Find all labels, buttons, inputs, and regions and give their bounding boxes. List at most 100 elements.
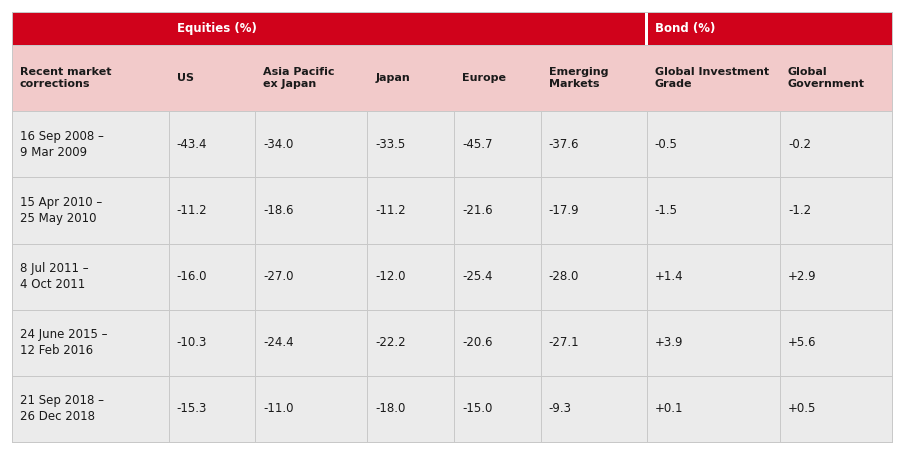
Text: -37.6: -37.6 bbox=[548, 138, 579, 151]
Text: -11.2: -11.2 bbox=[375, 204, 405, 217]
Text: Bond (%): Bond (%) bbox=[654, 22, 714, 35]
Bar bbox=[453, 310, 540, 376]
Text: +2.9: +2.9 bbox=[787, 270, 815, 283]
Bar bbox=[255, 178, 367, 243]
Text: +3.9: +3.9 bbox=[654, 336, 683, 349]
Text: -34.0: -34.0 bbox=[263, 138, 293, 151]
Bar bbox=[168, 243, 255, 310]
Text: -15.3: -15.3 bbox=[176, 402, 207, 415]
Bar bbox=[255, 243, 367, 310]
Text: 16 Sep 2008 –
9 Mar 2009: 16 Sep 2008 – 9 Mar 2009 bbox=[20, 130, 104, 159]
Text: -11.2: -11.2 bbox=[176, 204, 207, 217]
Text: -21.6: -21.6 bbox=[461, 204, 492, 217]
Text: -28.0: -28.0 bbox=[548, 270, 579, 283]
Bar bbox=[12, 376, 168, 442]
Bar bbox=[453, 376, 540, 442]
Bar bbox=[540, 376, 646, 442]
Bar bbox=[453, 45, 540, 111]
Text: -20.6: -20.6 bbox=[461, 336, 492, 349]
Text: +5.6: +5.6 bbox=[787, 336, 815, 349]
Text: -16.0: -16.0 bbox=[176, 270, 207, 283]
Bar bbox=[540, 111, 646, 178]
Bar bbox=[168, 45, 255, 111]
Text: -11.0: -11.0 bbox=[263, 402, 293, 415]
Bar bbox=[540, 310, 646, 376]
Bar bbox=[646, 111, 779, 178]
Bar bbox=[646, 12, 891, 45]
Text: Global Investment
Grade: Global Investment Grade bbox=[654, 67, 768, 89]
Bar bbox=[12, 178, 168, 243]
Text: +0.5: +0.5 bbox=[787, 402, 815, 415]
Bar bbox=[646, 376, 779, 442]
Text: -33.5: -33.5 bbox=[375, 138, 405, 151]
Bar bbox=[779, 178, 891, 243]
Bar bbox=[168, 376, 255, 442]
Bar bbox=[168, 12, 646, 45]
Text: -27.1: -27.1 bbox=[548, 336, 579, 349]
Bar bbox=[168, 111, 255, 178]
Bar bbox=[12, 111, 168, 178]
Bar bbox=[255, 111, 367, 178]
Bar bbox=[255, 310, 367, 376]
Bar bbox=[540, 45, 646, 111]
Text: -1.5: -1.5 bbox=[654, 204, 677, 217]
Text: -18.6: -18.6 bbox=[263, 204, 293, 217]
Bar bbox=[168, 310, 255, 376]
Bar bbox=[168, 178, 255, 243]
Text: -24.4: -24.4 bbox=[263, 336, 293, 349]
Text: -45.7: -45.7 bbox=[461, 138, 492, 151]
Text: 21 Sep 2018 –
26 Dec 2018: 21 Sep 2018 – 26 Dec 2018 bbox=[20, 395, 104, 424]
Text: -18.0: -18.0 bbox=[375, 402, 405, 415]
Text: US: US bbox=[176, 73, 193, 83]
Text: -1.2: -1.2 bbox=[787, 204, 810, 217]
Bar bbox=[367, 45, 453, 111]
Bar bbox=[367, 111, 453, 178]
Text: Global
Government: Global Government bbox=[787, 67, 864, 89]
Bar bbox=[12, 45, 168, 111]
Text: -12.0: -12.0 bbox=[375, 270, 405, 283]
Text: -17.9: -17.9 bbox=[548, 204, 579, 217]
Bar bbox=[367, 243, 453, 310]
Bar bbox=[646, 45, 779, 111]
Text: 15 Apr 2010 –
25 May 2010: 15 Apr 2010 – 25 May 2010 bbox=[20, 196, 102, 225]
Bar bbox=[646, 178, 779, 243]
Bar bbox=[779, 111, 891, 178]
Bar bbox=[453, 111, 540, 178]
Text: -9.3: -9.3 bbox=[548, 402, 572, 415]
Bar bbox=[12, 12, 168, 45]
Text: -0.2: -0.2 bbox=[787, 138, 810, 151]
Text: -25.4: -25.4 bbox=[461, 270, 492, 283]
Bar bbox=[255, 45, 367, 111]
Bar bbox=[367, 310, 453, 376]
Bar bbox=[779, 243, 891, 310]
Text: -22.2: -22.2 bbox=[375, 336, 405, 349]
Text: -10.3: -10.3 bbox=[176, 336, 207, 349]
Text: Recent market
corrections: Recent market corrections bbox=[20, 67, 111, 89]
Bar bbox=[255, 376, 367, 442]
Text: Emerging
Markets: Emerging Markets bbox=[548, 67, 608, 89]
Bar bbox=[645, 12, 647, 45]
Bar bbox=[646, 243, 779, 310]
Text: 8 Jul 2011 –
4 Oct 2011: 8 Jul 2011 – 4 Oct 2011 bbox=[20, 262, 88, 291]
Text: -43.4: -43.4 bbox=[176, 138, 207, 151]
Bar bbox=[12, 310, 168, 376]
Bar bbox=[453, 243, 540, 310]
Text: Asia Pacific
ex Japan: Asia Pacific ex Japan bbox=[263, 67, 334, 89]
Text: -15.0: -15.0 bbox=[461, 402, 492, 415]
Text: +1.4: +1.4 bbox=[654, 270, 683, 283]
Bar bbox=[540, 243, 646, 310]
Bar bbox=[779, 45, 891, 111]
Bar bbox=[779, 376, 891, 442]
Text: Japan: Japan bbox=[375, 73, 410, 83]
Text: Europe: Europe bbox=[461, 73, 506, 83]
Bar bbox=[12, 243, 168, 310]
Bar bbox=[540, 178, 646, 243]
Text: -27.0: -27.0 bbox=[263, 270, 293, 283]
Text: 24 June 2015 –
12 Feb 2016: 24 June 2015 – 12 Feb 2016 bbox=[20, 328, 107, 357]
Text: Equities (%): Equities (%) bbox=[176, 22, 256, 35]
Bar bbox=[779, 310, 891, 376]
Text: +0.1: +0.1 bbox=[654, 402, 683, 415]
Text: -0.5: -0.5 bbox=[654, 138, 676, 151]
Bar bbox=[453, 178, 540, 243]
Bar bbox=[367, 376, 453, 442]
